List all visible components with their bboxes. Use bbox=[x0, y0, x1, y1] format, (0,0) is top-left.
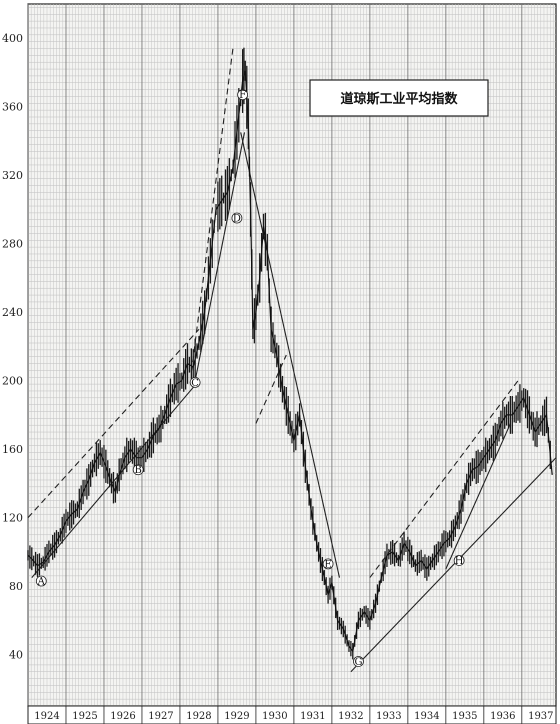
y-tick-label: 120 bbox=[2, 512, 23, 525]
annotation-label: A bbox=[37, 577, 46, 588]
x-tick-label: 1926 bbox=[110, 711, 135, 722]
annotation-label: H bbox=[455, 556, 464, 567]
chart-title: 道琼斯工业平均指数 bbox=[340, 91, 458, 107]
x-tick-label: 1927 bbox=[148, 711, 173, 722]
y-tick-label: 240 bbox=[2, 306, 23, 319]
x-tick-label: 1924 bbox=[34, 711, 59, 722]
x-tick-label: 1930 bbox=[262, 711, 287, 722]
trend-line bbox=[350, 457, 557, 673]
annotations: A B C D E F G H bbox=[35, 89, 465, 668]
trend-line bbox=[190, 46, 234, 373]
annotation-marker bbox=[453, 555, 465, 566]
y-axis: 40 80 120 160 200 240 280 320 360 400 bbox=[2, 32, 23, 661]
x-tick-label: 1928 bbox=[186, 711, 211, 722]
annotation-label: C bbox=[191, 378, 199, 389]
trend-line bbox=[27, 328, 200, 519]
price-series bbox=[27, 47, 553, 660]
y-tick-label: 160 bbox=[2, 443, 23, 456]
y-tick-label: 280 bbox=[2, 238, 23, 251]
title-box: 道琼斯工业平均指数 bbox=[309, 79, 489, 117]
x-axis: 1924 1925 1926 1927 1928 1929 1930 1931 1932 1933… bbox=[27, 705, 557, 724]
annotation-marker bbox=[132, 464, 144, 476]
annotation-label: B bbox=[134, 465, 141, 476]
annotation-label: F bbox=[239, 90, 246, 101]
annotation-marker bbox=[231, 212, 243, 224]
annotation-marker bbox=[35, 575, 47, 587]
y-tick-label: 360 bbox=[2, 101, 23, 114]
annotation-marker bbox=[353, 656, 364, 667]
x-tick-label: 1931 bbox=[300, 711, 325, 722]
annotation-marker bbox=[237, 89, 249, 101]
annotation-label: G bbox=[354, 657, 362, 668]
y-tick-label: 200 bbox=[2, 375, 23, 388]
x-tick-label: 1937 bbox=[528, 711, 553, 722]
x-tick-label: 1935 bbox=[452, 711, 477, 722]
x-tick-label: 1925 bbox=[72, 711, 97, 722]
price-line bbox=[27, 70, 553, 653]
annotation-label: D bbox=[233, 214, 241, 225]
x-tick-label: 1933 bbox=[376, 711, 401, 722]
y-tick-label: 320 bbox=[2, 169, 23, 182]
x-tick-label: 1934 bbox=[414, 711, 439, 722]
x-tick-label: 1936 bbox=[490, 711, 515, 722]
annotation-label: E bbox=[324, 559, 331, 570]
trend-line bbox=[445, 423, 511, 570]
y-tick-label: 400 bbox=[2, 32, 23, 45]
grid bbox=[27, 3, 557, 707]
y-tick-label: 80 bbox=[9, 580, 23, 593]
y-tick-label: 40 bbox=[9, 649, 23, 662]
trend-line bbox=[240, 132, 341, 578]
annotation-marker bbox=[322, 558, 334, 570]
x-tick-label: 1932 bbox=[338, 711, 363, 722]
x-tick-label: 1929 bbox=[224, 711, 249, 722]
annotation-marker bbox=[189, 376, 201, 388]
